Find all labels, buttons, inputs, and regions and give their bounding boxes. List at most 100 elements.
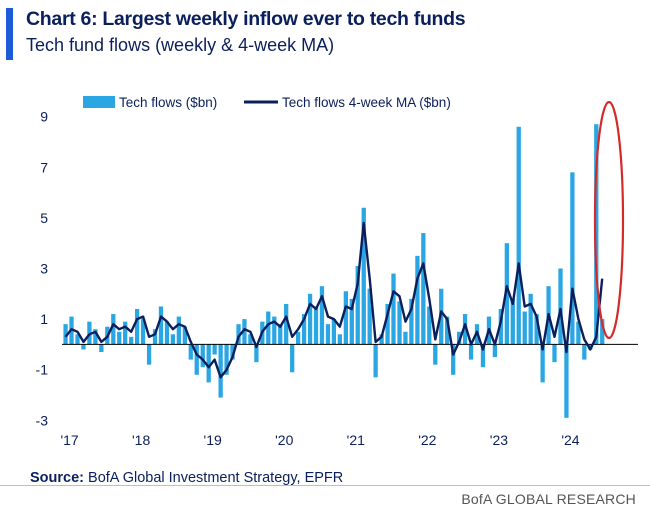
flow-bar (164, 321, 170, 345)
source-text: BofA Global Investment Strategy, EPFR (88, 470, 344, 486)
legend-label-ma: Tech flows 4-week MA ($bn) (282, 95, 451, 110)
flow-bar (456, 331, 462, 345)
flow-bar (337, 334, 342, 345)
flow-bar (266, 311, 271, 345)
y-tick-label: 5 (40, 210, 48, 226)
ma-series-line (64, 221, 604, 379)
flow-bar (355, 265, 360, 345)
flow-bar (63, 324, 68, 345)
flow-bar (594, 124, 599, 345)
flow-bar (462, 314, 468, 345)
flow-bar (290, 344, 295, 373)
flow-bar (427, 306, 432, 345)
source-label: Source: (30, 470, 84, 486)
chart-subtitle: Tech fund flows (weekly & 4-week MA) (26, 35, 335, 55)
record-inflow-highlight (593, 100, 625, 340)
flow-bar (343, 291, 348, 345)
flow-bar (272, 316, 277, 345)
flow-bar (468, 344, 474, 360)
flow-bar (123, 321, 128, 345)
flow-bar (140, 319, 146, 345)
flow-bar (295, 331, 301, 345)
flow-bar (170, 334, 176, 345)
legend-label-bars: Tech flows ($bn) (119, 95, 217, 110)
flow-bar (385, 303, 390, 345)
x-tick-label: '19 (204, 432, 222, 448)
y-tick-label: 9 (40, 109, 48, 125)
x-tick-label: '18 (132, 432, 150, 448)
flow-bar (600, 319, 605, 345)
flow-bar (349, 298, 354, 345)
flow-bar (117, 331, 122, 345)
flow-bar (182, 326, 187, 345)
flow-bar (146, 344, 152, 365)
bars-layer (63, 124, 605, 418)
flow-bar (540, 344, 545, 383)
flow-bar (403, 331, 408, 345)
brand-label: BofA GLOBAL RESEARCH (461, 491, 636, 507)
flow-bar (570, 172, 575, 345)
flow-bar (415, 255, 420, 345)
flow-bar (134, 308, 140, 345)
chart-plot: -3 -1 1 3 5 7 9 '17 '18 '19 '20 '21 '22 '23 '24 Tech … (36, 95, 638, 448)
x-tick-label: '22 (418, 432, 436, 448)
flow-bar (325, 324, 331, 345)
flow-bar (361, 207, 366, 345)
flow-bar (99, 344, 104, 353)
flow-bar (564, 344, 569, 418)
chart-title: Chart 6: Largest weekly inflow ever to t… (26, 8, 466, 30)
x-tick-label: '23 (490, 432, 508, 448)
flow-bar (445, 316, 450, 345)
flow-bar (81, 344, 86, 350)
flow-bar (236, 324, 241, 345)
flow-bar (230, 344, 235, 360)
flow-bar (534, 314, 539, 345)
flow-bar (552, 344, 557, 363)
flow-bar (242, 319, 247, 345)
flow-bar (248, 334, 253, 345)
flow-bar (212, 344, 217, 355)
flow-bar (200, 344, 205, 368)
x-tick-label: '24 (561, 432, 579, 448)
flow-bar (558, 268, 563, 345)
flow-bar (75, 334, 80, 345)
y-tick-label: 7 (40, 159, 48, 175)
y-tick-label: -3 (36, 412, 49, 428)
y-tick-label: 3 (40, 261, 48, 277)
flow-bar (367, 288, 372, 345)
flow-bar (397, 301, 402, 345)
flow-bar (254, 344, 259, 363)
flow-bar (582, 344, 587, 360)
x-tick-label: '21 (347, 432, 365, 448)
y-tick-label: -1 (36, 362, 49, 378)
flow-bar (373, 344, 378, 378)
flow-bar (451, 344, 456, 375)
flow-bar (576, 321, 581, 345)
flow-bar (480, 344, 486, 368)
flow-bar (433, 344, 438, 365)
flow-bar (93, 329, 98, 345)
flow-bar (522, 311, 527, 345)
flow-bar (528, 293, 533, 345)
flow-bar (510, 298, 515, 345)
flow-bar (421, 233, 426, 345)
flow-bar (307, 293, 313, 345)
flow-bar (218, 344, 223, 398)
flow-bar (224, 344, 229, 375)
flow-bar (391, 273, 396, 345)
x-tick-label: '20 (275, 432, 293, 448)
flow-bar (111, 314, 116, 345)
flow-bar (206, 344, 211, 383)
y-axis-ticks: -3 -1 1 3 5 7 9 (36, 109, 49, 429)
flow-bar (301, 314, 307, 345)
flow-bar (152, 329, 158, 345)
source-note: Source: BofA Global Investment Strategy,… (30, 470, 343, 486)
flow-bar (284, 303, 289, 345)
flow-bar (516, 126, 521, 345)
flow-bar (278, 324, 283, 345)
flow-bar (319, 286, 325, 345)
x-tick-label: '17 (60, 432, 78, 448)
flow-bar (313, 306, 319, 345)
flow-bar (504, 243, 509, 345)
y-tick-label: 1 (40, 311, 48, 327)
